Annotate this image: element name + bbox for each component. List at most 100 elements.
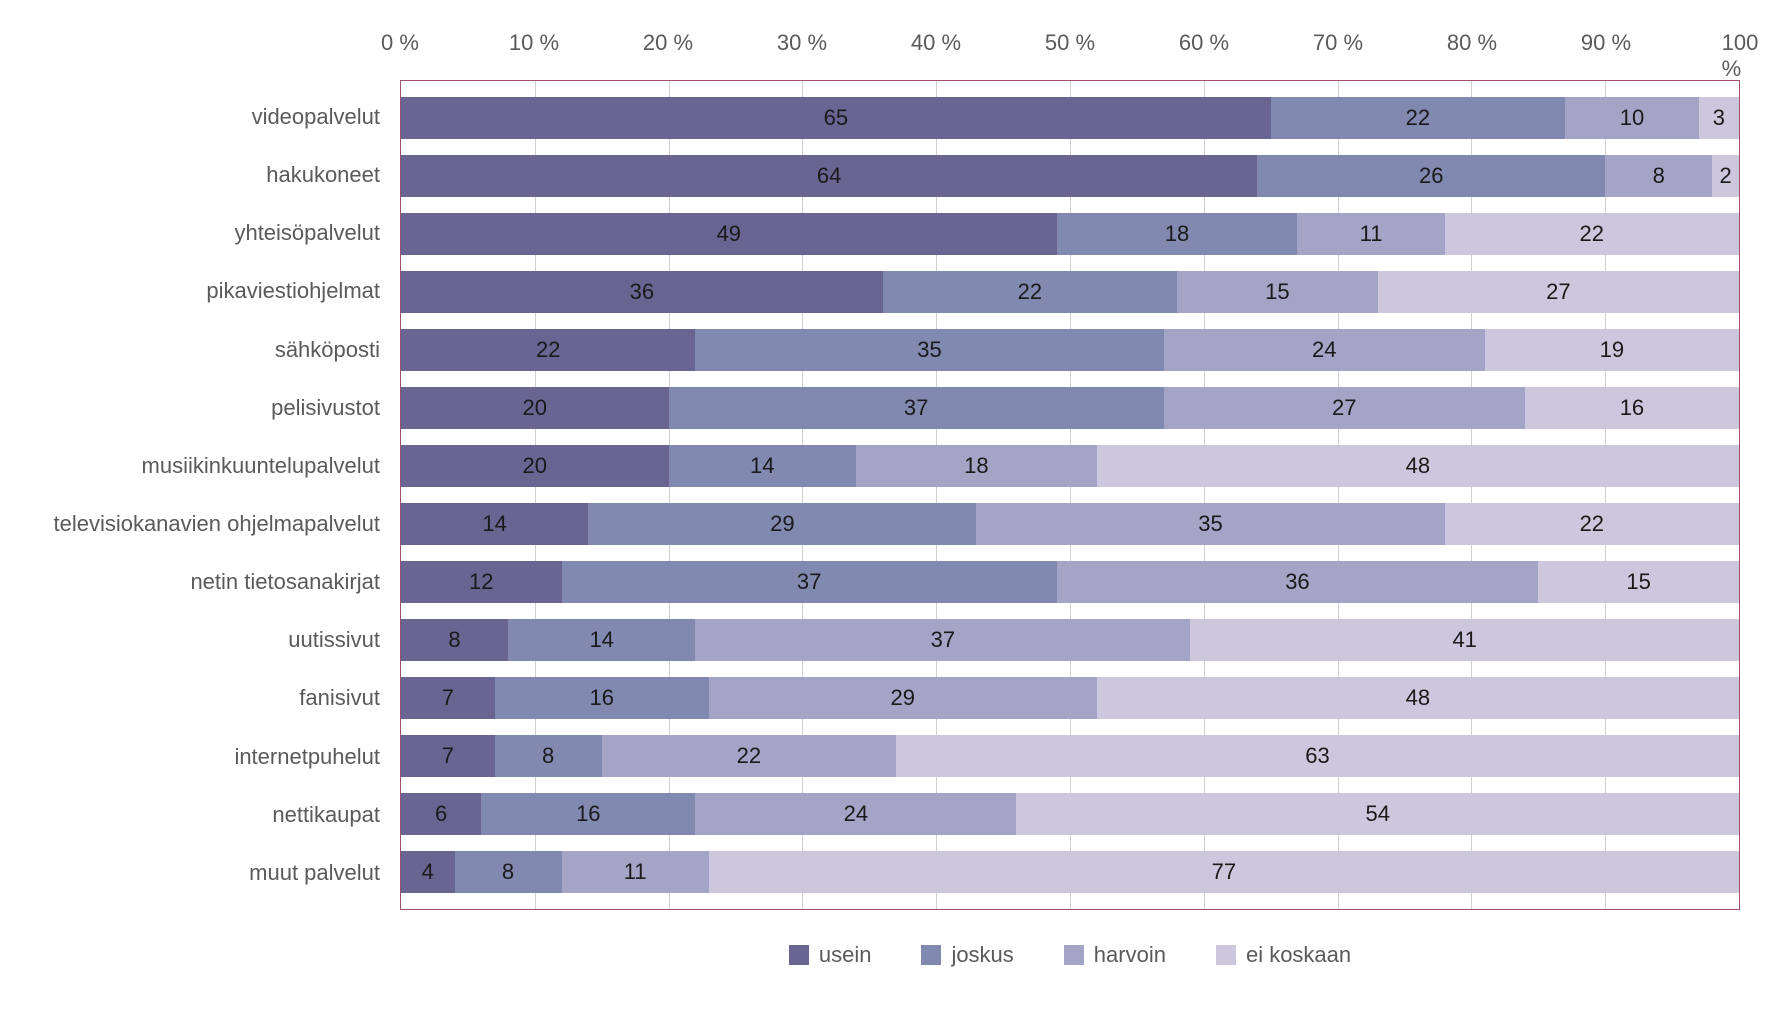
bar-segment-ei_koskaan: 27 [1378, 271, 1739, 313]
bar-segment-joskus: 8 [495, 735, 602, 777]
legend-item-ei_koskaan: ei koskaan [1216, 942, 1351, 968]
bar-row: 782263 [401, 735, 1739, 777]
bar-segment-usein: 7 [401, 735, 495, 777]
category-label: internetpuhelut [20, 736, 390, 778]
bar-row: 642682 [401, 155, 1739, 197]
bar-segment-joskus: 37 [562, 561, 1057, 603]
bar-segment-ei_koskaan: 54 [1016, 793, 1739, 835]
bar-segment-usein: 8 [401, 619, 508, 661]
category-label: musiikinkuuntelupalvelut [20, 445, 390, 487]
bar-row: 481177 [401, 851, 1739, 893]
category-label: uutissivut [20, 619, 390, 661]
legend-label: ei koskaan [1246, 942, 1351, 968]
bar-segment-ei_koskaan: 22 [1445, 503, 1739, 545]
bar-segment-ei_koskaan: 3 [1699, 97, 1739, 139]
bar-segment-joskus: 22 [1271, 97, 1565, 139]
x-tick-label: 90 % [1581, 30, 1631, 56]
legend: usein joskus harvoin ei koskaan [400, 930, 1740, 980]
x-axis-labels: 0 %10 %20 %30 %40 %50 %60 %70 %80 %90 %1… [400, 20, 1740, 70]
bar-row: 12373615 [401, 561, 1739, 603]
legend-label: joskus [951, 942, 1013, 968]
x-tick-label: 10 % [509, 30, 559, 56]
bar-segment-joskus: 16 [481, 793, 695, 835]
bar-segment-joskus: 35 [695, 329, 1163, 371]
bar-segment-harvoin: 29 [709, 677, 1097, 719]
bar-segment-joskus: 18 [1057, 213, 1298, 255]
plot-area: 6522103642682491811223622152722352419203… [400, 80, 1740, 910]
legend-swatch [921, 945, 941, 965]
bar-segment-harvoin: 15 [1177, 271, 1378, 313]
bar-row: 6162454 [401, 793, 1739, 835]
legend-item-joskus: joskus [921, 942, 1013, 968]
bar-segment-joskus: 14 [508, 619, 695, 661]
category-label: pelisivustot [20, 387, 390, 429]
category-label: pikaviestiohjelmat [20, 270, 390, 312]
bar-segment-harvoin: 24 [695, 793, 1016, 835]
bar-segment-ei_koskaan: 48 [1097, 445, 1739, 487]
legend-item-harvoin: harvoin [1064, 942, 1166, 968]
bar-row: 6522103 [401, 97, 1739, 139]
bar-segment-ei_koskaan: 63 [896, 735, 1739, 777]
bar-segment-usein: 20 [401, 387, 669, 429]
bar-segment-joskus: 37 [669, 387, 1164, 429]
category-label: yhteisöpalvelut [20, 212, 390, 254]
bar-segment-harvoin: 36 [1057, 561, 1539, 603]
bar-segment-harvoin: 10 [1565, 97, 1699, 139]
bar-segment-ei_koskaan: 15 [1538, 561, 1739, 603]
bar-segment-usein: 14 [401, 503, 588, 545]
chart-container: 0 %10 %20 %30 %40 %50 %60 %70 %80 %90 %1… [20, 20, 1752, 995]
bar-segment-joskus: 16 [495, 677, 709, 719]
bar-segment-harvoin: 8 [1605, 155, 1712, 197]
bar-row: 20141848 [401, 445, 1739, 487]
bar-row: 8143741 [401, 619, 1739, 661]
bar-segment-usein: 6 [401, 793, 481, 835]
legend-swatch [1216, 945, 1236, 965]
legend-item-usein: usein [789, 942, 872, 968]
bar-row: 14293522 [401, 503, 1739, 545]
bar-segment-ei_koskaan: 77 [709, 851, 1739, 893]
bar-segment-ei_koskaan: 22 [1445, 213, 1739, 255]
x-tick-label: 70 % [1313, 30, 1363, 56]
legend-swatch [789, 945, 809, 965]
bar-row: 36221527 [401, 271, 1739, 313]
bar-segment-ei_koskaan: 16 [1525, 387, 1739, 429]
bar-segment-usein: 20 [401, 445, 669, 487]
bar-segment-harvoin: 24 [1164, 329, 1485, 371]
bar-segment-harvoin: 37 [695, 619, 1190, 661]
bar-segment-harvoin: 11 [562, 851, 709, 893]
bar-segment-usein: 22 [401, 329, 695, 371]
bar-row: 49181122 [401, 213, 1739, 255]
bar-segment-joskus: 8 [455, 851, 562, 893]
bars-area: 6522103642682491811223622152722352419203… [401, 81, 1739, 909]
bar-segment-harvoin: 27 [1164, 387, 1525, 429]
bar-segment-joskus: 14 [669, 445, 856, 487]
category-labels: videopalveluthakukoneetyhteisöpalvelutpi… [20, 80, 390, 910]
category-label: sähköposti [20, 329, 390, 371]
bar-segment-usein: 49 [401, 213, 1057, 255]
category-label: netin tietosanakirjat [20, 561, 390, 603]
legend-label: usein [819, 942, 872, 968]
x-tick-label: 60 % [1179, 30, 1229, 56]
bar-segment-harvoin: 18 [856, 445, 1097, 487]
bar-segment-harvoin: 35 [976, 503, 1444, 545]
legend-swatch [1064, 945, 1084, 965]
bar-segment-usein: 12 [401, 561, 562, 603]
bar-row: 20372716 [401, 387, 1739, 429]
category-label: fanisivut [20, 677, 390, 719]
bar-segment-ei_koskaan: 41 [1190, 619, 1739, 661]
category-label: nettikaupat [20, 794, 390, 836]
x-tick-label: 40 % [911, 30, 961, 56]
bar-segment-usein: 65 [401, 97, 1271, 139]
x-tick-label: 30 % [777, 30, 827, 56]
bar-segment-ei_koskaan: 48 [1097, 677, 1739, 719]
bar-segment-harvoin: 11 [1297, 213, 1444, 255]
bar-segment-usein: 7 [401, 677, 495, 719]
bar-segment-joskus: 26 [1257, 155, 1605, 197]
bar-row: 7162948 [401, 677, 1739, 719]
bar-segment-harvoin: 22 [602, 735, 896, 777]
category-label: videopalvelut [20, 96, 390, 138]
legend-label: harvoin [1094, 942, 1166, 968]
bar-row: 22352419 [401, 329, 1739, 371]
bar-segment-joskus: 22 [883, 271, 1177, 313]
bar-segment-usein: 4 [401, 851, 455, 893]
